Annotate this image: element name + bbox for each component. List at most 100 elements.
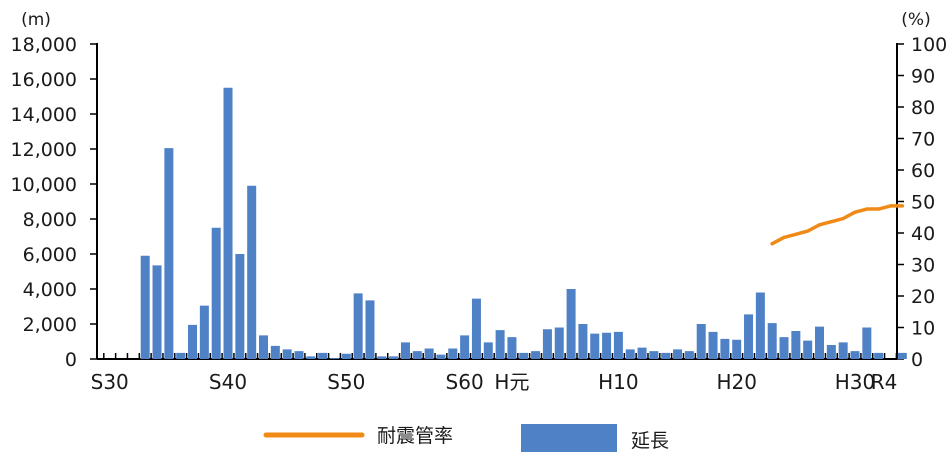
y-tick-label-right: 40 (911, 223, 935, 245)
x-tick-label: S40 (209, 370, 247, 394)
y-tick-label-right: 90 (911, 66, 935, 88)
bar (673, 349, 683, 360)
line-point (794, 232, 798, 236)
line-point (806, 229, 810, 233)
line-point (829, 220, 833, 224)
y-tick-label-left: 8,000 (23, 209, 77, 231)
bar (282, 349, 292, 360)
bar (897, 352, 907, 360)
bar (329, 358, 339, 360)
line-point (841, 216, 845, 221)
bar (542, 329, 552, 359)
y-tick-label-left: 10,000 (11, 174, 77, 196)
bar (850, 351, 860, 360)
bar (471, 298, 481, 360)
bar (661, 352, 671, 360)
bar (684, 351, 694, 360)
bar (874, 352, 884, 360)
y-tick-label-right: 100 (911, 34, 947, 56)
bar (164, 148, 174, 359)
y-tick-label-right: 0 (911, 349, 923, 371)
legend-bar-swatch (521, 424, 617, 452)
y-tick-label-right: 50 (911, 192, 935, 214)
bar (803, 340, 813, 360)
bar (483, 342, 493, 360)
bar (554, 327, 564, 359)
y-unit-left: (m) (21, 10, 51, 30)
line-point (888, 204, 893, 208)
bar (649, 351, 659, 360)
bar (791, 331, 801, 359)
bar (602, 332, 612, 359)
bar (306, 356, 316, 360)
x-tick-label: S50 (327, 370, 365, 394)
bar (259, 335, 268, 360)
bar (436, 354, 446, 360)
bar (188, 324, 198, 360)
bar (519, 352, 529, 360)
bar (732, 339, 742, 359)
bar (365, 300, 375, 360)
y-tick-label-right: 60 (911, 160, 935, 182)
bar (720, 338, 730, 360)
bar (531, 351, 541, 360)
x-tick-label: R4 (871, 370, 898, 394)
x-tick-label: H20 (716, 370, 757, 394)
legend: 耐震管率 延長 (263, 424, 669, 452)
x-tick-label: S60 (446, 370, 484, 394)
bar (460, 335, 470, 360)
line-series-taishin (770, 204, 905, 246)
bar (176, 352, 186, 360)
line-point (865, 207, 869, 211)
bar (152, 265, 162, 360)
bar (744, 314, 754, 360)
bar (862, 327, 872, 359)
y-tick-label-left: 0 (65, 349, 77, 371)
bar (341, 353, 351, 359)
bars-layer (140, 87, 907, 360)
bar (838, 342, 848, 360)
bar (767, 323, 777, 360)
bar (708, 331, 718, 360)
bar (400, 342, 410, 360)
bar (613, 331, 623, 360)
line-point (853, 210, 857, 214)
bar (235, 254, 245, 359)
bar (578, 324, 588, 359)
bar (318, 352, 328, 360)
bar (140, 255, 150, 359)
legend-label-bar: 延長 (631, 430, 669, 452)
bar (755, 292, 765, 359)
line-point (770, 242, 774, 246)
y-unit-right: (%) (901, 10, 930, 30)
y-tick-label-left: 12,000 (11, 139, 77, 161)
bar (353, 293, 363, 360)
x-tick-label: S30 (91, 370, 129, 394)
y-tick-label-left: 6,000 (23, 244, 77, 266)
bar (199, 305, 209, 360)
bar (826, 345, 836, 359)
labels-layer: 0 2,000 4,000 6,000 8,000 10,000 12,000 14,000 1… (11, 10, 948, 394)
line-layer (770, 204, 905, 246)
x-tick-label: H元 (494, 370, 529, 394)
bar (223, 87, 233, 359)
y-tick-label-left: 14,000 (11, 104, 77, 126)
y-tick-label-right: 20 (911, 286, 935, 308)
y-tick-label-left: 2,000 (23, 314, 77, 336)
bar (815, 326, 825, 360)
y-tick-label-left: 16,000 (11, 69, 77, 91)
bar (270, 345, 280, 360)
bar (637, 347, 647, 360)
bar (625, 349, 635, 360)
bar (424, 348, 434, 359)
bar (294, 351, 304, 360)
bar (377, 356, 387, 360)
bar (412, 351, 422, 360)
y-tick-label-right: 10 (911, 318, 935, 340)
bar (779, 337, 789, 360)
bar (590, 333, 600, 360)
bar (389, 356, 399, 360)
y-tick-label-right: 30 (911, 255, 935, 277)
line-point (900, 204, 904, 208)
